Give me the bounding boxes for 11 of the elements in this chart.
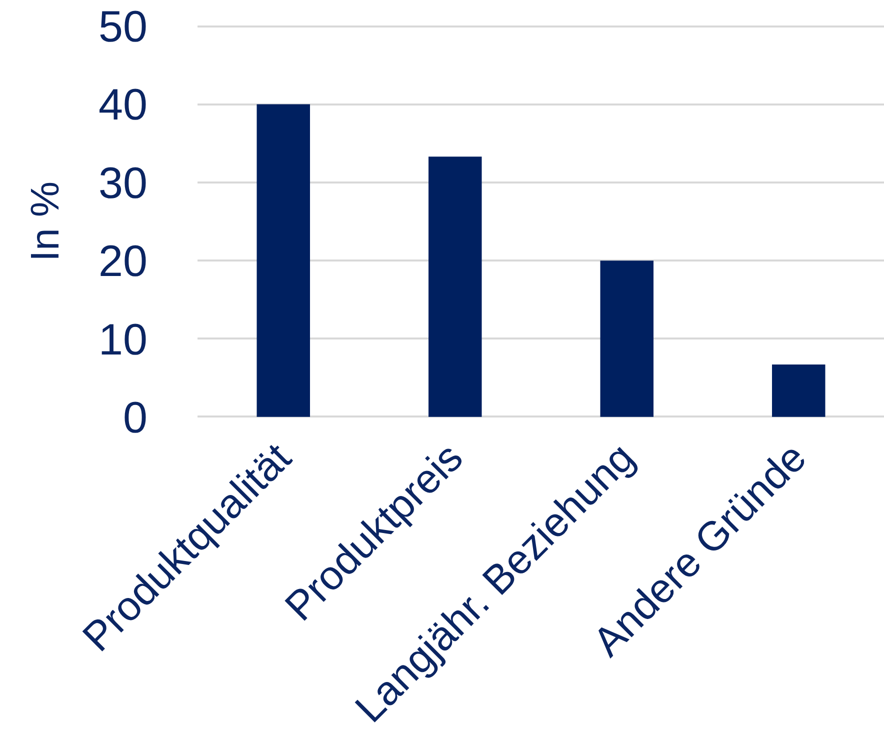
bar (600, 260, 654, 417)
y-tick-label: 40 (98, 80, 148, 130)
y-axis-title: In % (24, 181, 68, 262)
bar (256, 104, 310, 417)
bar (772, 364, 826, 417)
y-tick-label: 0 (123, 393, 148, 442)
y-tick-label: 30 (98, 158, 148, 208)
y-tick-label: 10 (98, 315, 148, 364)
y-tick-label: 20 (98, 237, 148, 286)
bar (428, 156, 482, 417)
y-tick-label: 50 (98, 2, 148, 52)
